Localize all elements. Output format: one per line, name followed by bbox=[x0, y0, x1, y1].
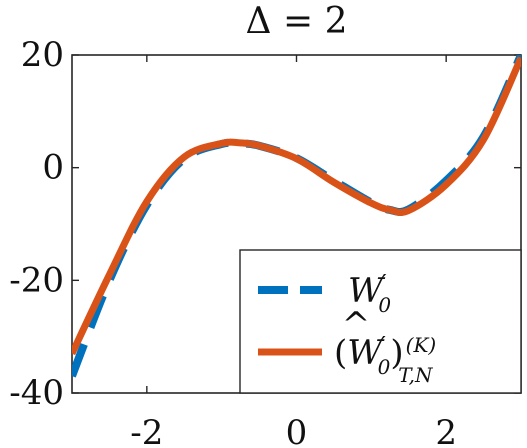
legend-box bbox=[239, 249, 522, 394]
legend: W′ 0 (W′ 0) (K) T,N^ bbox=[239, 249, 522, 394]
legend-hat-glyph: ^ bbox=[342, 305, 371, 345]
legend-label-w0-prime: W′ 0 bbox=[348, 270, 391, 317]
chart-title-text: Δ = 2 bbox=[246, 1, 348, 42]
legend-label-estimate: (W′ 0) (K) T,N bbox=[334, 332, 436, 387]
y-tick-label: -20 bbox=[9, 260, 64, 300]
chart-title: Δ = 2 bbox=[246, 1, 348, 42]
x-tick-label: -2 bbox=[130, 413, 163, 448]
y-tick-label: 20 bbox=[21, 35, 64, 75]
series-line-estimate bbox=[72, 56, 521, 356]
y-tick-label: 0 bbox=[42, 148, 64, 188]
series-layer bbox=[72, 55, 521, 378]
x-tick-label: 2 bbox=[435, 413, 457, 448]
x-tick-label: 0 bbox=[286, 413, 308, 448]
y-tick-label: -40 bbox=[9, 373, 64, 413]
